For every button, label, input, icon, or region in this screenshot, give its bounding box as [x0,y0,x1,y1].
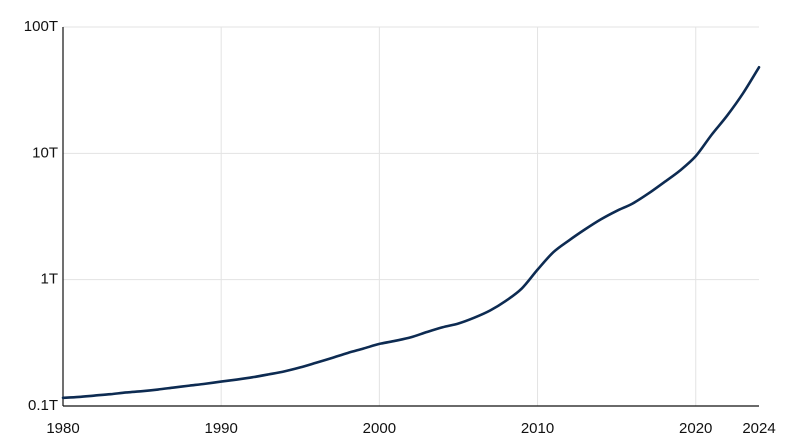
series-line [61,65,761,400]
x-tick-label: 2020 [679,420,712,437]
y-tick-label: 0.1T [28,397,58,414]
y-tick-label: 100T [24,18,58,35]
x-tick-label: 2000 [363,420,396,437]
axes [62,27,759,407]
x-tick-label: 2010 [521,420,554,437]
x-tick-label: 1990 [204,420,237,437]
x-tick-label: 2024 [742,420,775,437]
grid-lines [63,26,759,406]
y-tick-label: 10T [32,144,58,161]
y-tick-label: 1T [40,271,58,288]
tick-labels: 1980 1990 2000 2010 2020 2024 0.1T 1T 10T 100T [24,18,776,437]
x-tick-label: 1980 [46,420,79,437]
series-layer [61,65,761,400]
